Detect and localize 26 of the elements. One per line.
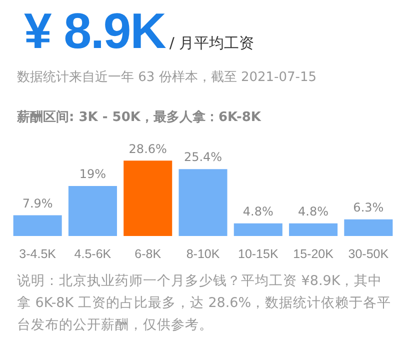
x-tick-label: 15-20K xyxy=(293,246,334,261)
x-tick-label: 8-10K xyxy=(186,246,220,261)
data-label: 25.4% xyxy=(184,150,222,164)
bar xyxy=(289,223,338,236)
x-tick-label: 3-4.5K xyxy=(19,246,57,261)
data-label: 19% xyxy=(79,167,106,182)
bar xyxy=(344,219,393,236)
chart-subtitle: / 月平均工资 xyxy=(169,34,254,52)
bar xyxy=(68,186,117,236)
chart-title: ¥ 8.9K xyxy=(24,3,166,59)
x-tick-label: 4.5-6K xyxy=(74,246,112,261)
bar xyxy=(124,160,172,236)
text: 薪酬区间: 3K - 50K，最多人拿：6K-8K xyxy=(17,109,261,126)
text: 说明：北京执业药师一个月多少钱？平均工资 ¥8.9K，其中拿 6K-8K 工资的占比最多，达 28.6%，数据统计依赖于各平台发布的公开薪酬，仅供参考。 xyxy=(17,272,392,335)
data-label: 4.8% xyxy=(242,204,274,218)
text: 数据统计来自近一年 63 份样本，截至 2021-07-15 xyxy=(17,69,316,86)
data-label: 28.6% xyxy=(128,142,167,156)
x-tick-label: 30-50K xyxy=(348,246,390,261)
data-label: 6.3% xyxy=(353,200,384,215)
bar xyxy=(178,169,228,236)
x-tick-label: 6-8K xyxy=(134,246,162,261)
bar xyxy=(234,223,282,236)
data-label: 4.8% xyxy=(298,204,329,218)
x-tick-label: 10-15K xyxy=(238,246,279,261)
bar xyxy=(13,215,62,236)
data-label: 7.9% xyxy=(22,196,53,210)
